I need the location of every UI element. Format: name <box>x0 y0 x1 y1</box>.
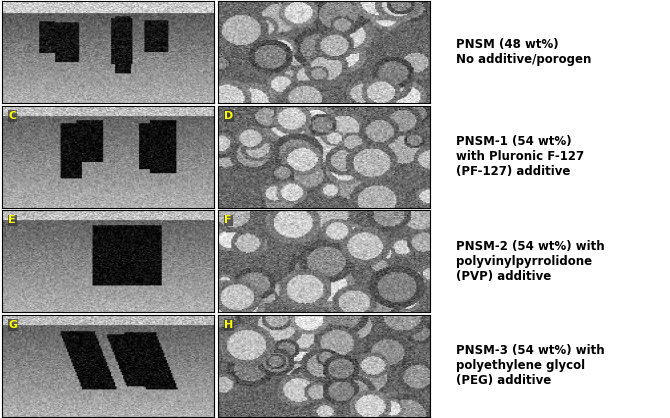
Text: PNSM-1 (54 wt%)
with Pluronic F-127
(PF-127) additive: PNSM-1 (54 wt%) with Pluronic F-127 (PF-… <box>456 135 584 178</box>
Text: PNSM (48 wt%)
No additive/porogen: PNSM (48 wt%) No additive/porogen <box>456 38 591 66</box>
Text: G: G <box>8 320 17 330</box>
Text: C: C <box>8 111 17 121</box>
Text: PNSM-3 (54 wt%) with
polyethylene glycol
(PEG) additive: PNSM-3 (54 wt%) with polyethylene glycol… <box>456 344 604 387</box>
Text: H: H <box>224 320 234 330</box>
Text: D: D <box>224 111 234 121</box>
Text: E: E <box>8 215 16 225</box>
Text: F: F <box>224 215 232 225</box>
Text: PNSM-2 (54 wt%) with
polyvinylpyrrolidone
(PVP) additive: PNSM-2 (54 wt%) with polyvinylpyrrolidon… <box>456 240 604 283</box>
